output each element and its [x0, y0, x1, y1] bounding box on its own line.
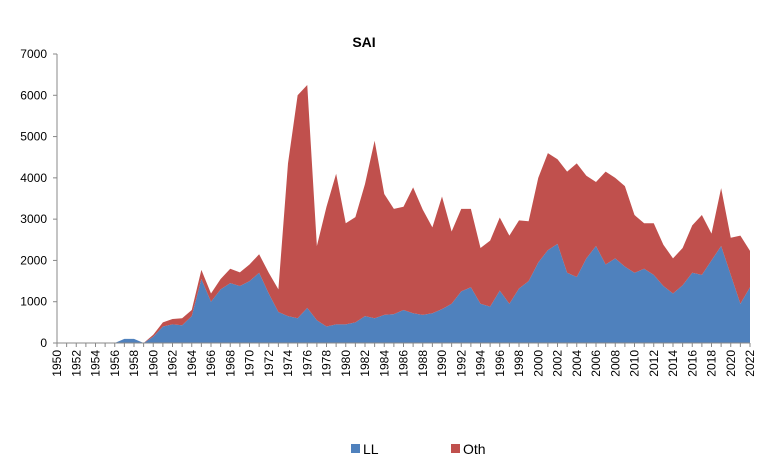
- area-series-ll: [57, 243, 750, 343]
- x-tick-label: 2006: [589, 350, 603, 377]
- x-tick-label: 1970: [243, 350, 257, 377]
- x-tick-label: 1992: [454, 350, 468, 377]
- x-tick-label: 1958: [127, 350, 141, 377]
- y-tick-label: 4000: [20, 171, 47, 185]
- x-tick-label: 2016: [685, 350, 699, 377]
- x-tick-label: 2014: [666, 350, 680, 377]
- y-tick-label: 3000: [20, 212, 47, 226]
- legend-label-oth: Oth: [463, 441, 486, 457]
- x-tick-label: 2000: [531, 350, 545, 377]
- x-tick-label: 1954: [89, 350, 103, 377]
- y-tick-label: 1000: [20, 295, 47, 309]
- legend-label-ll: LL: [363, 441, 379, 457]
- x-tick-label: 1978: [320, 350, 334, 377]
- x-tick-label: 2022: [743, 350, 757, 377]
- x-tick-label: 2008: [608, 350, 622, 377]
- x-tick-label: 1956: [108, 350, 122, 377]
- y-tick-label: 7000: [20, 47, 47, 61]
- x-tick-label: 1980: [339, 350, 353, 377]
- x-tick-label: 2010: [628, 350, 642, 377]
- x-tick-label: 2002: [551, 350, 565, 377]
- x-tick-label: 1994: [474, 350, 488, 377]
- x-tick-label: 1990: [435, 350, 449, 377]
- x-ticks: 1950 1952 1954 1956 1958 1960 1962 1964 1966 1968…: [50, 343, 757, 377]
- y-tick-label: 0: [40, 336, 47, 350]
- x-tick-label: 2012: [647, 350, 661, 377]
- x-tick-label: 1998: [512, 350, 526, 377]
- x-tick-label: 2020: [724, 350, 738, 377]
- x-tick-label: 1950: [50, 350, 64, 377]
- area-series-oth: [57, 84, 750, 344]
- x-tick-label: 1976: [300, 350, 314, 377]
- x-tick-label: 1960: [146, 350, 160, 377]
- x-tick-label: 1996: [493, 350, 507, 377]
- chart-title: SAI: [352, 34, 375, 50]
- x-tick-label: 1972: [262, 350, 276, 377]
- y-tick-label: 6000: [20, 88, 47, 102]
- x-tick-label: 2004: [570, 350, 584, 377]
- plot-areas: [57, 84, 750, 344]
- y-tick-label: 2000: [20, 253, 47, 267]
- x-tick-label: 1984: [377, 350, 391, 377]
- x-tick-label: 1964: [185, 350, 199, 377]
- legend-swatch-ll: [351, 444, 360, 453]
- x-tick-label: 1968: [223, 350, 237, 377]
- x-tick-label: 1974: [281, 350, 295, 377]
- y-tick-label: 5000: [20, 130, 47, 144]
- x-tick-label: 1952: [69, 350, 83, 377]
- x-tick-label: 1982: [358, 350, 372, 377]
- x-tick-label: 1988: [416, 350, 430, 377]
- y-ticks: 0 1000 2000 3000 4000 5000 6000 7000: [20, 47, 57, 350]
- legend: LL Oth: [351, 441, 486, 457]
- x-tick-label: 1966: [204, 350, 218, 377]
- legend-swatch-oth: [451, 444, 460, 453]
- x-tick-label: 1986: [397, 350, 411, 377]
- x-tick-label: 2018: [705, 350, 719, 377]
- x-tick-label: 1962: [166, 350, 180, 377]
